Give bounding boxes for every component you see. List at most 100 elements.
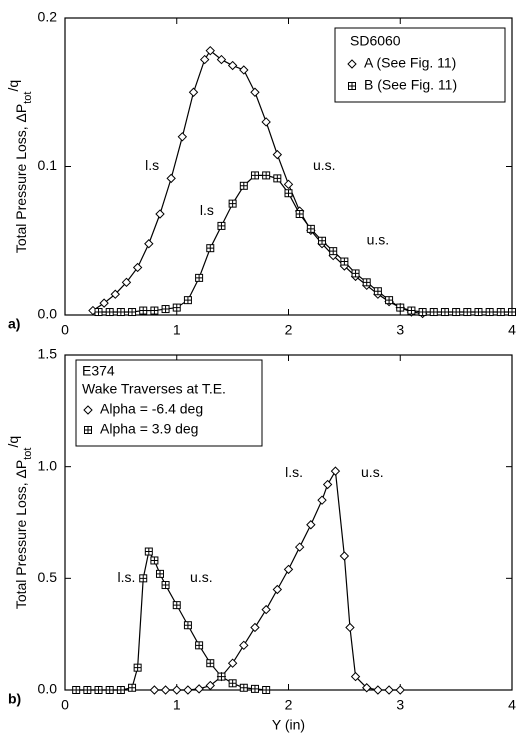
marker-square [217, 221, 226, 230]
marker-square [250, 684, 259, 693]
annotation: u.s. [313, 157, 336, 173]
legend-title: Wake Traverses at T.E. [82, 381, 226, 397]
marker-square [172, 601, 181, 610]
y-tick-label: 1.0 [38, 457, 58, 473]
marker-diamond [395, 685, 405, 695]
marker-square [94, 686, 103, 694]
marker-square [155, 569, 164, 578]
marker-square [228, 199, 237, 208]
x-tick-label: 3 [396, 322, 404, 338]
marker-square [116, 308, 125, 317]
marker-diamond [350, 671, 361, 682]
y-axis-label: Total Pressure Loss, ΔPtot/q [5, 80, 34, 253]
marker-diamond [283, 179, 294, 190]
marker-square [139, 306, 148, 315]
marker-diamond [155, 209, 165, 219]
marker-cross [83, 686, 91, 694]
marker-square [183, 296, 192, 305]
marker-square [128, 683, 137, 692]
marker-diamond [322, 479, 333, 490]
marker-diamond [177, 132, 188, 142]
marker-diamond [205, 45, 215, 56]
marker-cross [139, 574, 147, 582]
marker-cross [352, 269, 360, 277]
x-axis-label: Y (in) [272, 717, 305, 733]
marker-diamond [205, 680, 215, 691]
marker-square [351, 269, 360, 278]
marker-diamond [261, 604, 271, 615]
marker-cross [240, 182, 248, 190]
y-axis-label-part: ΔP [13, 104, 29, 123]
series-line [98, 174, 512, 313]
marker-cross [273, 174, 281, 182]
marker-cross [150, 307, 158, 315]
marker-cross [407, 307, 415, 315]
marker-cross [84, 426, 92, 434]
marker-square [362, 278, 371, 287]
marker-diamond [347, 59, 357, 69]
marker-square [452, 308, 461, 317]
marker-square [396, 303, 405, 312]
y-axis-label-part: tot [22, 448, 34, 460]
marker-cross [128, 308, 136, 316]
marker-diamond [362, 683, 372, 693]
x-tick-label: 3 [396, 697, 404, 713]
marker-diamond [294, 542, 305, 552]
marker-square [373, 287, 382, 296]
marker-diamond [227, 658, 238, 668]
marker-square [172, 303, 181, 312]
x-tick-label: 2 [285, 697, 293, 713]
marker-cross [251, 171, 259, 179]
marker-cross [95, 308, 103, 316]
legend-title: SD6060 [350, 33, 401, 49]
y-tick-label: 0.2 [38, 9, 58, 25]
annotation: u.s. [190, 569, 213, 585]
x-tick-label: 0 [61, 697, 69, 713]
series-line [76, 549, 267, 691]
marker-cross [229, 200, 237, 208]
y-axis-label-part: /q [5, 436, 21, 448]
marker-cross [251, 685, 259, 693]
panel-label: b) [8, 691, 21, 707]
marker-cross [217, 673, 225, 681]
marker-diamond [83, 405, 93, 415]
marker-diamond [272, 149, 283, 160]
marker-square [262, 686, 271, 694]
legend-label: A (See Fig. 11) [364, 55, 456, 71]
marker-diamond [121, 277, 132, 288]
marker-square [508, 308, 516, 317]
y-axis-label-part: /q [5, 80, 21, 92]
marker-cross [348, 82, 356, 90]
marker-cross [128, 684, 136, 692]
marker-cross [285, 189, 292, 197]
marker-square [150, 556, 159, 565]
marker-square [306, 224, 315, 233]
marker-square [340, 257, 349, 266]
legend-box [334, 27, 506, 103]
marker-diamond [272, 584, 283, 595]
marker-square [429, 308, 438, 317]
marker-square [329, 247, 338, 256]
marker-square [463, 308, 472, 317]
y-tick-label: 0.5 [38, 569, 58, 585]
marker-diamond [239, 640, 249, 651]
series-markers [72, 547, 271, 694]
marker-cross [117, 308, 125, 316]
marker-square [206, 659, 215, 668]
series-markers [149, 466, 405, 695]
marker-cross [162, 581, 170, 589]
marker-cross [206, 244, 214, 252]
marker-square [348, 82, 356, 90]
marker-square [318, 236, 327, 245]
x-tick-label: 2 [285, 322, 293, 338]
marker-cross [106, 686, 114, 694]
y-tick-label: 1.5 [38, 346, 58, 362]
annotation: l.s [145, 157, 159, 173]
marker-square [72, 686, 81, 694]
marker-cross [184, 621, 192, 629]
marker-cross [318, 237, 326, 245]
marker-cross [173, 601, 181, 609]
marker-diamond [216, 54, 227, 65]
marker-diamond [99, 298, 109, 308]
